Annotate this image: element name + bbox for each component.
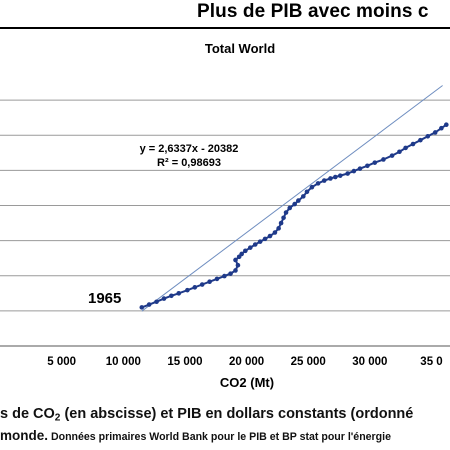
data-point bbox=[357, 166, 363, 171]
data-point bbox=[283, 210, 289, 215]
data-point bbox=[333, 174, 338, 180]
data-point bbox=[252, 242, 258, 247]
data-point bbox=[372, 160, 378, 165]
data-point bbox=[262, 236, 268, 242]
data-point bbox=[185, 287, 190, 293]
caption-line-1-start: s de CO bbox=[0, 406, 55, 422]
data-point bbox=[267, 233, 273, 239]
data-point bbox=[199, 282, 205, 287]
gridlines bbox=[0, 99, 450, 312]
x-tick-label: 35 0 bbox=[420, 356, 442, 368]
data-point bbox=[233, 268, 238, 273]
x-tick-label: 20 000 bbox=[229, 356, 264, 368]
caption-line-1-end: (en abscisse) et PIB en dollars constant… bbox=[60, 406, 414, 422]
data-point bbox=[272, 230, 278, 235]
data-point bbox=[432, 130, 438, 135]
data-point bbox=[233, 257, 238, 263]
data-point bbox=[257, 239, 263, 244]
data-point bbox=[321, 178, 327, 183]
start-year-label: 1965 bbox=[88, 290, 121, 307]
data-point bbox=[444, 122, 449, 128]
headline-divider bbox=[0, 27, 450, 29]
data-point bbox=[315, 181, 321, 186]
data-point bbox=[337, 173, 343, 178]
x-tick-labels: 5 000 10 000 15 000 20 000 25 000 30 000 35 0 bbox=[47, 356, 442, 368]
chart-title: Total World bbox=[205, 41, 275, 56]
data-point bbox=[146, 302, 152, 307]
data-point bbox=[381, 157, 386, 162]
trend-equation: y = 2,6337x - 20382 bbox=[140, 143, 239, 155]
data-point bbox=[296, 198, 301, 203]
data-point bbox=[161, 296, 167, 301]
data-point bbox=[397, 149, 402, 155]
x-axis-label: CO2 (Mt) bbox=[220, 375, 274, 390]
data-point bbox=[239, 251, 244, 257]
caption-source-note: Données primaires World Bank pour le PIB… bbox=[48, 431, 391, 443]
data-point bbox=[304, 189, 310, 195]
headline-title: Plus de PIB avec moins c bbox=[197, 1, 429, 22]
data-point bbox=[418, 137, 423, 143]
data-point bbox=[176, 291, 182, 296]
x-tick-label: 10 000 bbox=[106, 356, 141, 368]
data-point bbox=[425, 134, 431, 139]
data-point bbox=[222, 273, 227, 279]
r-squared-label: R² = 0,98693 bbox=[157, 157, 221, 169]
trendline bbox=[141, 85, 443, 312]
caption-line-1: s de CO2 (en abscisse) et PIB en dollars… bbox=[0, 406, 413, 424]
data-point bbox=[214, 276, 220, 282]
data-point bbox=[139, 305, 145, 310]
figure-caption: s de CO2 (en abscisse) et PIB en dollars… bbox=[0, 399, 450, 450]
data-point bbox=[278, 220, 284, 226]
data-point bbox=[439, 125, 444, 131]
data-point bbox=[192, 285, 198, 290]
data-point bbox=[243, 248, 248, 254]
data-point bbox=[345, 171, 350, 176]
data-point bbox=[228, 271, 233, 276]
data-point bbox=[169, 293, 174, 299]
headline-bar: Plus de PIB avec moins c bbox=[0, 0, 450, 29]
data-point bbox=[365, 163, 370, 169]
x-tick-label: 15 000 bbox=[167, 356, 202, 368]
data-point bbox=[207, 279, 212, 285]
data-point bbox=[403, 145, 408, 151]
data-point bbox=[300, 194, 306, 199]
x-tick-label: 30 000 bbox=[352, 356, 387, 368]
data-point bbox=[154, 299, 159, 305]
data-point bbox=[328, 176, 333, 181]
x-tick-label: 5 000 bbox=[47, 356, 76, 368]
data-point bbox=[292, 201, 297, 207]
data-point bbox=[247, 245, 253, 250]
co2-gdp-chart: 5 000 10 000 15 000 20 000 25 000 30 000 35 0 … bbox=[0, 29, 450, 393]
data-points bbox=[139, 122, 449, 310]
data-point bbox=[309, 184, 315, 190]
x-tick-label: 25 000 bbox=[291, 356, 326, 368]
data-point bbox=[235, 262, 241, 268]
data-point bbox=[281, 215, 286, 221]
caption-line-2-start: monde. bbox=[0, 428, 49, 443]
data-point bbox=[287, 205, 293, 211]
data-point bbox=[351, 168, 357, 174]
data-point bbox=[389, 153, 395, 158]
data-point bbox=[276, 226, 281, 231]
caption-line-2: monde. Données primaires World Bank pour… bbox=[0, 428, 391, 443]
caption-subscript: 2 bbox=[54, 412, 61, 424]
data-point bbox=[410, 141, 416, 147]
